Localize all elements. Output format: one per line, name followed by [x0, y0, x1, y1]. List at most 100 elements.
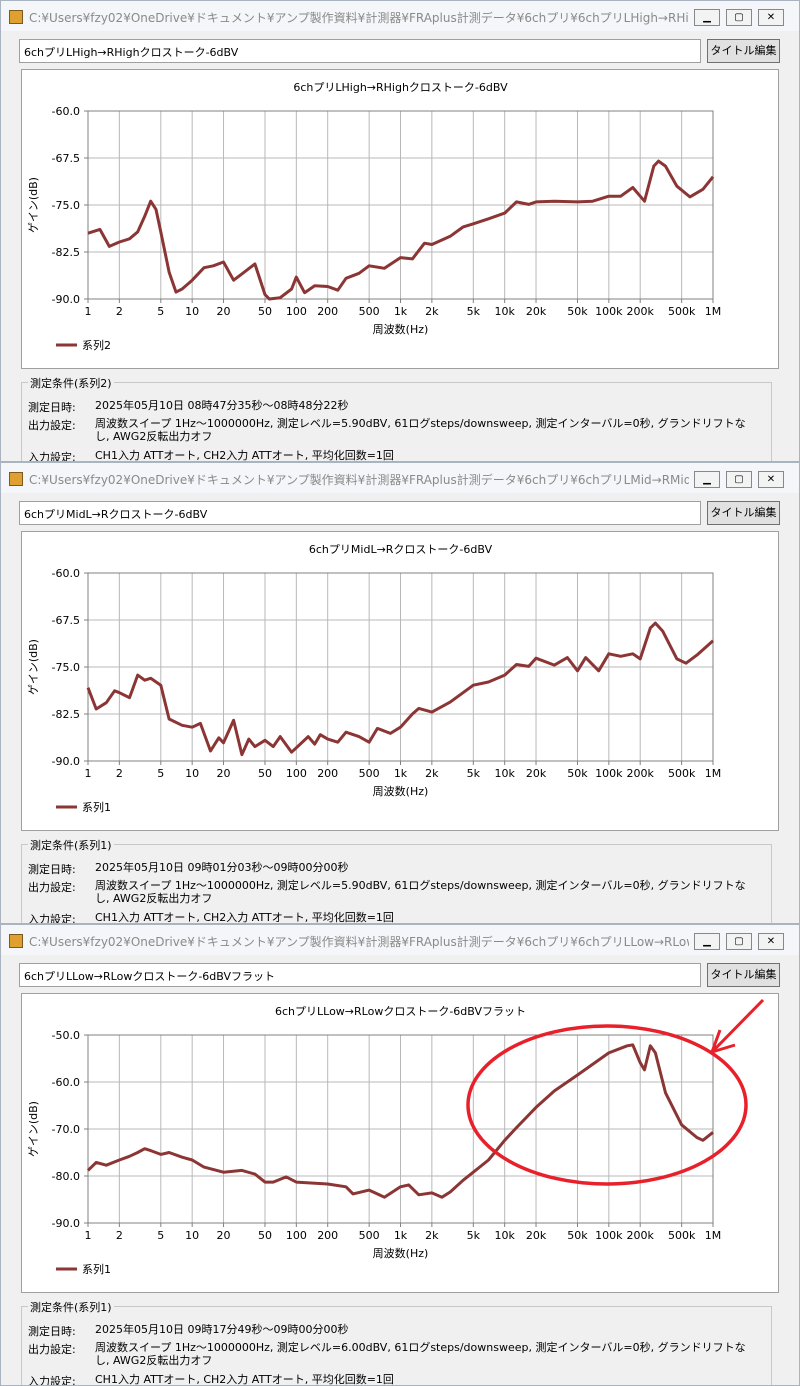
x-tick-label: 5k	[467, 1229, 481, 1242]
x-tick-label: 200	[317, 767, 338, 780]
y-tick-label: -75.0	[52, 661, 80, 674]
condition-value: 周波数スイープ 1Hz～1000000Hz, 測定レベル=6.00dBV, 61…	[95, 1341, 746, 1367]
x-tick-label: 50k	[567, 305, 588, 318]
x-tick-label: 1M	[705, 1229, 722, 1242]
x-tick-label: 5	[157, 1229, 164, 1242]
close-button[interactable]: ✕	[758, 9, 784, 26]
chart-title: 6chプリLLow→RLowクロストーク-6dBVフラット	[275, 1005, 526, 1018]
y-tick-label: -67.5	[52, 152, 80, 165]
maximize-button[interactable]: ▢	[726, 933, 752, 950]
conditions-group: 測定条件(系列1) 測定日時: 2025年05月10日 09時01分03秒～09時0…	[21, 837, 772, 924]
chart-title: 6chプリMidL→Rクロストーク-6dBV	[309, 543, 493, 556]
minimize-button[interactable]: ▁	[694, 471, 720, 488]
x-axis-label: 周波数(Hz)	[373, 323, 429, 336]
maximize-button[interactable]: ▢	[726, 471, 752, 488]
close-button[interactable]: ✕	[758, 471, 784, 488]
x-tick-label: 100k	[595, 767, 623, 780]
legend-label: 系列2	[82, 338, 111, 352]
x-tick-label: 2k	[425, 305, 439, 318]
condition-label: 出力設定:	[28, 1343, 76, 1356]
condition-value: CH1入力 ATTオート, CH2入力 ATTオート, 平均化回数=1回	[95, 911, 394, 924]
chart: 1 2 5 10 20 50 100 200 500 1k 2k 5k 10k 20k 50k 100k 200…	[21, 531, 779, 831]
x-tick-label: 100	[286, 1229, 307, 1242]
condition-value: 2025年05月10日 09時17分49秒～09時00分00秒	[95, 1323, 349, 1336]
minimize-button[interactable]: ▁	[694, 9, 720, 26]
app-icon	[9, 934, 23, 948]
x-tick-label: 10k	[494, 767, 515, 780]
y-tick-label: -60.0	[52, 567, 80, 580]
window-title: C:¥Users¥fzy02¥OneDrive¥ドキュメント¥アンプ製作資料¥計…	[29, 11, 689, 25]
window-title: C:¥Users¥fzy02¥OneDrive¥ドキュメント¥アンプ製作資料¥計…	[29, 935, 689, 949]
x-tick-label: 5k	[467, 305, 481, 318]
series-line	[87, 159, 715, 301]
title-input[interactable]: 6chプリMidL→Rクロストーク-6dBV	[19, 501, 701, 525]
x-tick-label: 20k	[526, 1229, 547, 1242]
condition-label: 測定日時:	[28, 863, 76, 876]
condition-label: 入力設定:	[28, 1375, 76, 1386]
title-bar: C:¥Users¥fzy02¥OneDrive¥ドキュメント¥アンプ製作資料¥計…	[1, 463, 799, 493]
title-input[interactable]: 6chプリLHigh→RHighクロストーク-6dBV	[19, 39, 701, 63]
series-line	[86, 621, 714, 757]
y-tick-label: -80.0	[52, 1170, 80, 1183]
x-tick-label: 10	[185, 1229, 199, 1242]
y-tick-label: -82.5	[52, 708, 80, 721]
x-tick-label: 200	[317, 305, 338, 318]
x-tick-label: 5	[157, 767, 164, 780]
x-tick-label: 100	[286, 767, 307, 780]
x-tick-label: 200k	[627, 305, 655, 318]
title-bar: C:¥Users¥fzy02¥OneDrive¥ドキュメント¥アンプ製作資料¥計…	[1, 925, 799, 955]
x-tick-label: 1k	[394, 305, 408, 318]
condition-value: CH1入力 ATTオート, CH2入力 ATTオート, 平均化回数=1回	[95, 1373, 394, 1386]
y-axis-label: ゲイン(dB)	[27, 177, 40, 233]
x-tick-label: 1k	[394, 767, 408, 780]
x-tick-label: 10	[185, 305, 199, 318]
x-tick-label: 5k	[467, 767, 481, 780]
x-axis-label: 周波数(Hz)	[373, 785, 429, 798]
x-tick-label: 50k	[567, 767, 588, 780]
conditions-group: 測定条件(系列1) 測定日時: 2025年05月10日 09時17分49秒～09時0…	[21, 1299, 772, 1386]
chart-title: 6chプリLHigh→RHighクロストーク-6dBV	[293, 81, 508, 94]
legend-label: 系列1	[82, 800, 111, 814]
x-tick-label: 50k	[567, 1229, 588, 1242]
title-input[interactable]: 6chプリLLow→RLowクロストーク-6dBVフラット	[19, 963, 701, 987]
y-tick-label: -75.0	[52, 199, 80, 212]
maximize-button[interactable]: ▢	[726, 9, 752, 26]
condition-value: 2025年05月10日 09時01分03秒～09時00分00秒	[95, 861, 349, 874]
x-tick-label: 500k	[668, 1229, 696, 1242]
condition-label: 入力設定:	[28, 913, 76, 924]
edit-title-button[interactable]: タイトル編集	[707, 39, 780, 63]
x-tick-label: 50	[258, 1229, 272, 1242]
chart: 1 2 5 10 20 50 100 200 500 1k 2k 5k 10k 20k 50k 100k 200…	[21, 993, 779, 1293]
x-tick-label: 500	[359, 1229, 380, 1242]
edit-title-button[interactable]: タイトル編集	[707, 963, 780, 987]
title-bar: C:¥Users¥fzy02¥OneDrive¥ドキュメント¥アンプ製作資料¥計…	[1, 1, 799, 31]
condition-label: 測定日時:	[28, 401, 76, 414]
window: C:¥Users¥fzy02¥OneDrive¥ドキュメント¥アンプ製作資料¥計…	[0, 0, 800, 462]
y-axis-label: ゲイン(dB)	[27, 1101, 40, 1157]
legend-label: 系列1	[82, 1262, 111, 1276]
app-icon	[9, 10, 23, 24]
minimize-button[interactable]: ▁	[694, 933, 720, 950]
edit-title-button[interactable]: タイトル編集	[707, 501, 780, 525]
y-tick-label: -90.0	[52, 293, 80, 306]
x-tick-label: 500k	[668, 305, 696, 318]
condition-value: 周波数スイープ 1Hz～1000000Hz, 測定レベル=5.90dBV, 61…	[95, 417, 746, 443]
x-tick-label: 1M	[705, 305, 722, 318]
condition-value: CH1入力 ATTオート, CH2入力 ATTオート, 平均化回数=1回	[95, 449, 394, 462]
x-tick-label: 5	[157, 305, 164, 318]
x-tick-label: 20	[217, 767, 231, 780]
y-axis-label: ゲイン(dB)	[27, 639, 40, 695]
x-tick-label: 1	[85, 1229, 92, 1242]
condition-label: 測定日時:	[28, 1325, 76, 1338]
condition-label: 出力設定:	[28, 881, 76, 894]
x-tick-label: 10k	[494, 1229, 515, 1242]
x-tick-label: 1k	[394, 1229, 408, 1242]
x-tick-label: 100k	[595, 1229, 623, 1242]
x-tick-label: 20	[217, 1229, 231, 1242]
y-tick-label: -50.0	[52, 1029, 80, 1042]
x-tick-label: 500k	[668, 767, 696, 780]
x-tick-label: 2k	[425, 1229, 439, 1242]
x-tick-label: 20k	[526, 767, 547, 780]
close-button[interactable]: ✕	[758, 933, 784, 950]
